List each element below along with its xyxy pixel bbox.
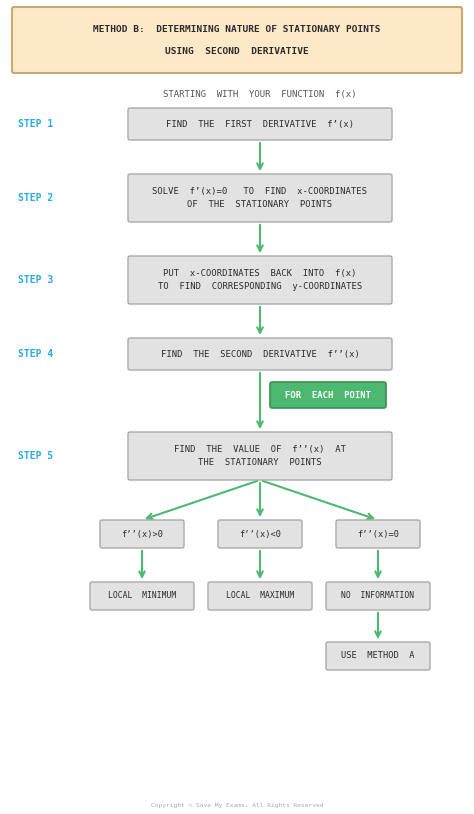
- Text: STEP 3: STEP 3: [18, 275, 53, 285]
- FancyBboxPatch shape: [90, 582, 194, 610]
- Text: PUT  x-COORDINATES  BACK  INTO  f(x)
TO  FIND  CORRESPONDING  y-COORDINATES: PUT x-COORDINATES BACK INTO f(x) TO FIND…: [158, 269, 362, 291]
- Text: f’’(x)=0: f’’(x)=0: [357, 529, 399, 539]
- Text: f’’(x)<0: f’’(x)<0: [239, 529, 281, 539]
- Text: STEP 4: STEP 4: [18, 349, 53, 359]
- FancyBboxPatch shape: [336, 520, 420, 548]
- FancyBboxPatch shape: [128, 108, 392, 140]
- FancyBboxPatch shape: [270, 382, 386, 408]
- Text: SOLVE  f’(x)=0   TO  FIND  x-COORDINATES
OF  THE  STATIONARY  POINTS: SOLVE f’(x)=0 TO FIND x-COORDINATES OF T…: [153, 186, 367, 209]
- FancyBboxPatch shape: [128, 338, 392, 370]
- Text: USING  SECOND  DERIVATIVE: USING SECOND DERIVATIVE: [165, 47, 309, 56]
- Text: FIND  THE  SECOND  DERIVATIVE  f’’(x): FIND THE SECOND DERIVATIVE f’’(x): [161, 349, 359, 358]
- FancyBboxPatch shape: [128, 256, 392, 304]
- Text: USE  METHOD  A: USE METHOD A: [341, 651, 415, 660]
- Text: FIND  THE  FIRST  DERIVATIVE  f’(x): FIND THE FIRST DERIVATIVE f’(x): [166, 120, 354, 129]
- Text: METHOD B:  DETERMINING NATURE OF STATIONARY POINTS: METHOD B: DETERMINING NATURE OF STATIONA…: [93, 25, 381, 34]
- FancyBboxPatch shape: [218, 520, 302, 548]
- Text: FIND  THE  VALUE  OF  f’’(x)  AT
THE  STATIONARY  POINTS: FIND THE VALUE OF f’’(x) AT THE STATIONA…: [174, 444, 346, 467]
- Text: STARTING  WITH  YOUR  FUNCTION  f(x): STARTING WITH YOUR FUNCTION f(x): [163, 90, 357, 99]
- Text: STEP 5: STEP 5: [18, 451, 53, 461]
- Text: STEP 1: STEP 1: [18, 119, 53, 129]
- FancyBboxPatch shape: [208, 582, 312, 610]
- FancyBboxPatch shape: [128, 174, 392, 222]
- Text: LOCAL  MAXIMUM: LOCAL MAXIMUM: [226, 592, 294, 601]
- Text: f’’(x)>0: f’’(x)>0: [121, 529, 163, 539]
- Text: LOCAL  MINIMUM: LOCAL MINIMUM: [108, 592, 176, 601]
- FancyBboxPatch shape: [326, 642, 430, 670]
- Text: STEP 2: STEP 2: [18, 193, 53, 203]
- Text: FOR  EACH  POINT: FOR EACH POINT: [285, 391, 371, 400]
- FancyBboxPatch shape: [128, 432, 392, 480]
- FancyBboxPatch shape: [12, 7, 462, 73]
- Text: Copyright © Save My Exams. All Rights Reserved: Copyright © Save My Exams. All Rights Re…: [151, 803, 323, 808]
- FancyBboxPatch shape: [326, 582, 430, 610]
- Text: NO  INFORMATION: NO INFORMATION: [341, 592, 415, 601]
- FancyBboxPatch shape: [100, 520, 184, 548]
